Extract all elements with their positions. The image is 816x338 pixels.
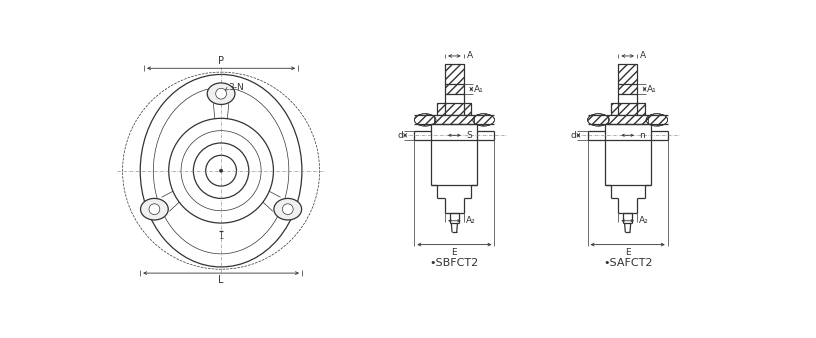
- Circle shape: [215, 88, 227, 99]
- Ellipse shape: [207, 83, 235, 104]
- Text: S: S: [466, 131, 472, 140]
- Text: E: E: [625, 248, 631, 257]
- Text: A₁: A₁: [647, 84, 657, 94]
- Ellipse shape: [646, 114, 667, 126]
- Ellipse shape: [472, 114, 494, 126]
- Ellipse shape: [274, 198, 302, 220]
- Text: A: A: [467, 51, 472, 61]
- Circle shape: [220, 169, 223, 172]
- Circle shape: [149, 204, 160, 215]
- Bar: [434, 115, 474, 124]
- Bar: [446, 65, 463, 94]
- Text: A₁: A₁: [473, 84, 483, 94]
- Circle shape: [282, 204, 293, 215]
- Bar: [608, 115, 648, 124]
- Text: d: d: [397, 131, 403, 140]
- Ellipse shape: [415, 114, 436, 126]
- Text: L: L: [219, 275, 224, 285]
- Text: A: A: [640, 51, 646, 61]
- Text: •SAFCT2: •SAFCT2: [603, 258, 652, 268]
- Text: •SBFCT2: •SBFCT2: [430, 258, 479, 268]
- Ellipse shape: [588, 114, 610, 126]
- Text: d: d: [570, 131, 576, 140]
- Ellipse shape: [140, 198, 168, 220]
- Bar: [619, 65, 636, 94]
- Text: E: E: [451, 248, 457, 257]
- Text: P: P: [218, 56, 224, 66]
- Text: A₂: A₂: [466, 216, 476, 225]
- Text: A₂: A₂: [639, 216, 649, 225]
- Bar: [434, 115, 474, 124]
- Text: 3-N: 3-N: [228, 83, 245, 92]
- Bar: [437, 103, 472, 115]
- Bar: [446, 65, 463, 94]
- Bar: [610, 103, 645, 115]
- Text: n: n: [639, 131, 645, 140]
- Bar: [608, 115, 648, 124]
- Bar: [437, 103, 472, 115]
- Bar: [619, 65, 636, 94]
- Bar: [610, 103, 645, 115]
